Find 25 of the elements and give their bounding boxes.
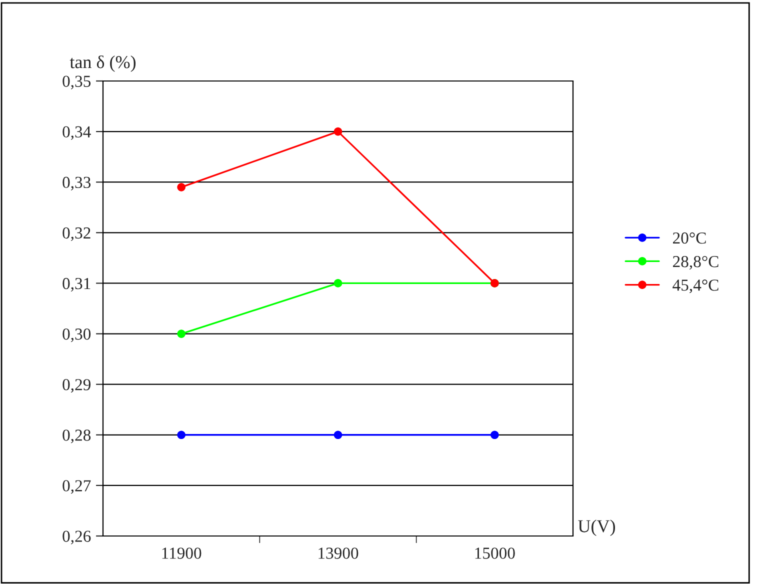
y-tick-label: 0,33 <box>62 176 91 190</box>
y-axis-title: tan δ (%) <box>70 55 136 72</box>
x-tick-label: 15000 <box>475 548 515 559</box>
y-tick-label: 0,27 <box>62 480 91 494</box>
legend-label: 20°C <box>673 232 706 244</box>
point <box>177 330 186 338</box>
legend-label: 28,8°C <box>673 256 718 270</box>
y-tick-label: 0,34 <box>62 126 91 140</box>
y-tick-label: 0,29 <box>62 379 91 393</box>
y-tick-label: 0,28 <box>62 430 91 444</box>
x-tick-label: 11900 <box>162 548 202 559</box>
point <box>334 430 342 440</box>
y-tick-label: 0,30 <box>62 328 91 342</box>
point <box>334 279 342 288</box>
y-tick-label: 0,35 <box>62 76 91 90</box>
point <box>177 430 186 440</box>
y-tick-label: 0,32 <box>62 227 90 242</box>
point <box>490 430 499 440</box>
x-tick-label: 13900 <box>318 548 358 559</box>
legend-label: 45,4°C <box>672 280 718 294</box>
point <box>177 183 186 192</box>
y-tick-label: 0,26 <box>62 530 91 544</box>
y-tick-label: 0,31 <box>62 278 90 292</box>
x-axis-title: U(V) <box>578 520 616 536</box>
point <box>334 127 342 136</box>
